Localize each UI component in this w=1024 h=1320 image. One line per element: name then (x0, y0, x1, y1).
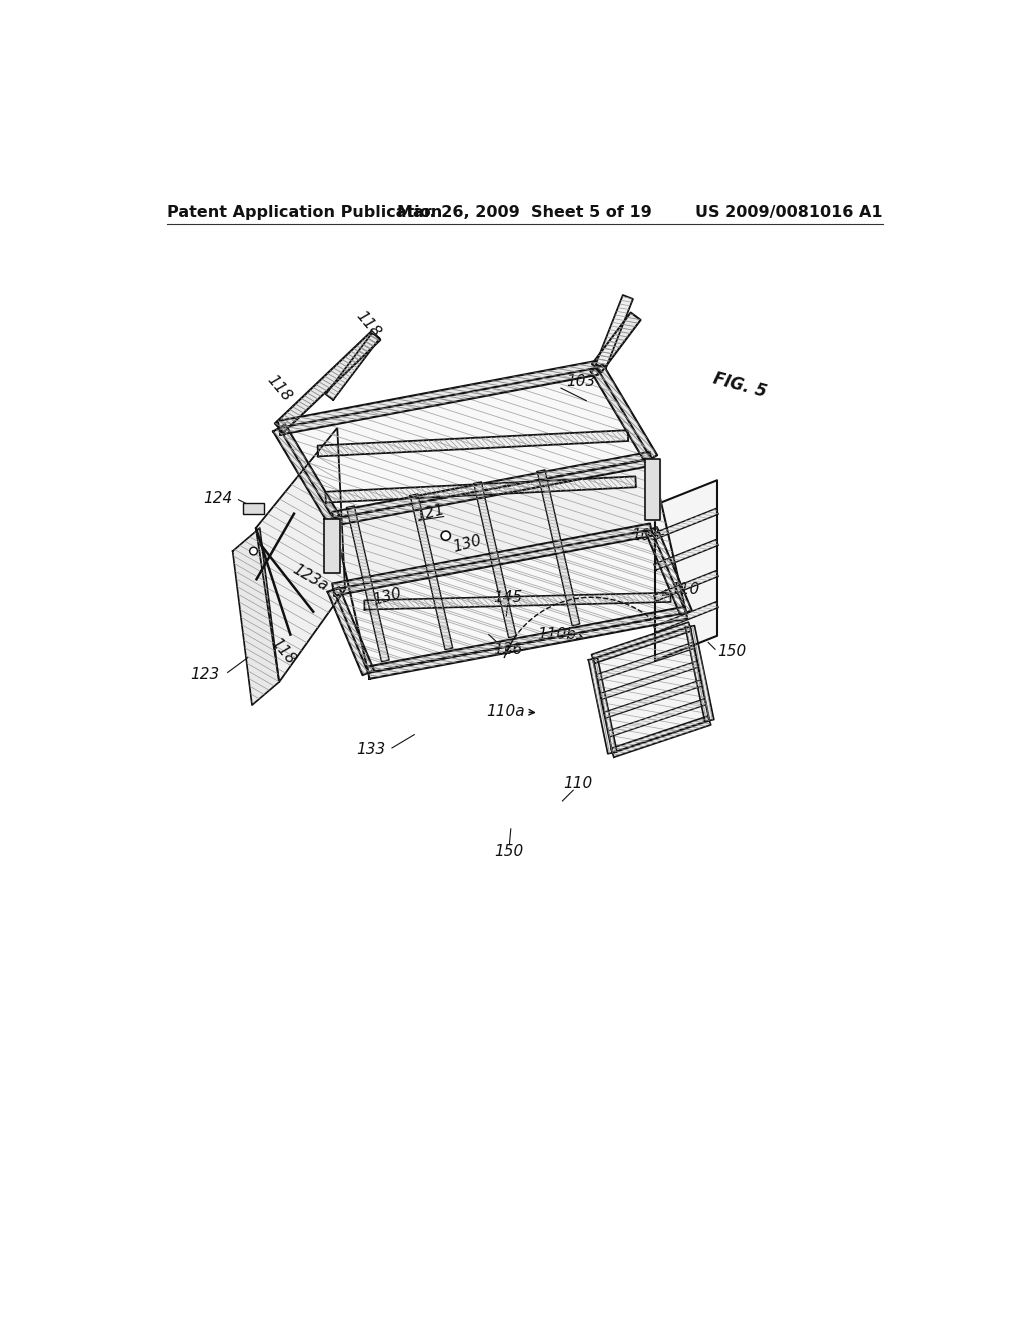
Text: 110: 110 (671, 582, 699, 597)
Text: 130: 130 (452, 532, 483, 554)
Circle shape (250, 548, 257, 554)
Polygon shape (592, 622, 691, 663)
Text: Mar. 26, 2009  Sheet 5 of 19: Mar. 26, 2009 Sheet 5 of 19 (397, 205, 652, 220)
Polygon shape (328, 587, 374, 675)
Polygon shape (589, 657, 616, 754)
Polygon shape (593, 627, 710, 752)
Polygon shape (326, 333, 380, 400)
Polygon shape (654, 570, 718, 601)
Text: 110b: 110b (537, 627, 575, 642)
Text: 150: 150 (717, 644, 746, 659)
Polygon shape (596, 296, 633, 368)
Polygon shape (317, 430, 628, 457)
Text: 150: 150 (495, 843, 524, 859)
Polygon shape (256, 428, 345, 682)
Text: FIG. 5: FIG. 5 (712, 370, 769, 401)
Polygon shape (654, 602, 718, 632)
Polygon shape (654, 540, 718, 570)
Polygon shape (273, 424, 339, 523)
Polygon shape (332, 451, 652, 525)
Polygon shape (596, 643, 694, 681)
Text: 103: 103 (566, 374, 595, 389)
Polygon shape (591, 364, 657, 462)
Polygon shape (274, 331, 380, 433)
Polygon shape (611, 717, 711, 758)
Polygon shape (367, 607, 687, 678)
Polygon shape (280, 368, 651, 519)
Polygon shape (654, 508, 718, 539)
Text: 123a: 123a (290, 562, 331, 594)
Polygon shape (332, 524, 652, 595)
Polygon shape (592, 313, 641, 371)
Polygon shape (603, 680, 702, 718)
Text: 124: 124 (204, 491, 232, 507)
Polygon shape (538, 470, 580, 626)
Text: 126: 126 (494, 642, 522, 657)
Polygon shape (324, 519, 340, 573)
Polygon shape (655, 480, 717, 660)
Bar (243, 503, 264, 515)
Text: 103: 103 (632, 528, 662, 544)
Circle shape (441, 531, 451, 540)
Polygon shape (607, 698, 707, 737)
Polygon shape (334, 459, 686, 673)
Text: 110: 110 (563, 776, 592, 791)
Text: 130: 130 (372, 586, 403, 609)
Polygon shape (600, 661, 698, 700)
Text: 118: 118 (264, 372, 294, 404)
Text: 121: 121 (414, 502, 446, 524)
Polygon shape (278, 362, 598, 434)
Polygon shape (365, 593, 671, 610)
Polygon shape (326, 477, 636, 503)
Polygon shape (411, 494, 453, 649)
Text: 145: 145 (494, 590, 522, 605)
Polygon shape (474, 482, 516, 638)
Text: US 2009/0081016 A1: US 2009/0081016 A1 (695, 205, 883, 220)
Polygon shape (685, 626, 714, 722)
Text: 110a: 110a (486, 704, 524, 719)
Text: Patent Application Publication: Patent Application Publication (167, 205, 442, 220)
Text: 123: 123 (190, 667, 219, 682)
Polygon shape (645, 527, 692, 615)
Text: 133: 133 (356, 742, 385, 758)
Polygon shape (334, 529, 686, 673)
Polygon shape (232, 528, 280, 705)
Text: 118: 118 (353, 308, 383, 341)
Text: 118: 118 (268, 635, 298, 667)
Polygon shape (347, 506, 389, 661)
Polygon shape (645, 459, 660, 520)
